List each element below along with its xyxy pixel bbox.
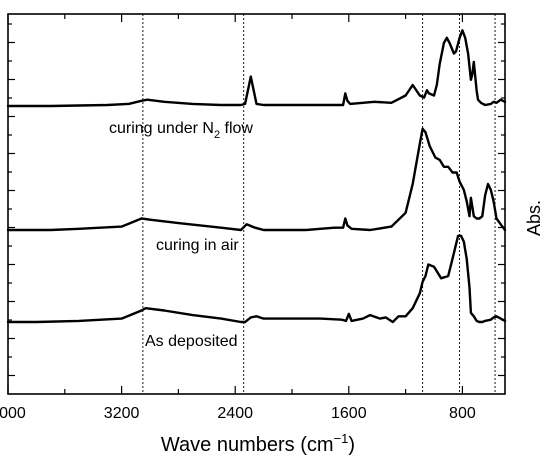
annotation-n2-subscript: 2 [214, 129, 220, 141]
annotation-n2-tail: flow [220, 120, 253, 137]
spectrum-curing-under-n2-flow [6, 29, 507, 108]
reference-lines [142, 14, 496, 394]
x-tick-label-3200: 3200 [104, 405, 140, 422]
spectrum-as-deposited [6, 234, 507, 324]
x-tick-label-800: 800 [449, 405, 476, 422]
annotation-as-deposited: As deposited [145, 333, 238, 350]
plot-area-frame [7, 13, 506, 395]
x-tick-label-2400: 2400 [217, 405, 253, 422]
axis-ticks [7, 14, 505, 394]
annotation-curing-under-n2-flow: curing under N2 flow [109, 120, 253, 141]
spectrum-curing-in-air [6, 127, 507, 232]
x-axis-title-superscript: −1 [334, 431, 349, 446]
x-tick-label-4000: 4000 [0, 405, 26, 422]
x-axis-title-main: Wave numbers (cm [161, 434, 334, 456]
x-axis-title: Wave numbers (cm−1) [161, 431, 355, 456]
x-tick-labels: 4000 3200 2400 1600 800 [0, 405, 476, 422]
annotation-n2-main: curing under N [109, 120, 214, 137]
y-axis-title: Abs. [524, 200, 544, 236]
x-axis-title-close: ) [348, 434, 355, 456]
annotation-curing-in-air: curing in air [156, 237, 239, 254]
spectra-series [6, 29, 507, 324]
x-tick-label-1600: 1600 [331, 405, 367, 422]
